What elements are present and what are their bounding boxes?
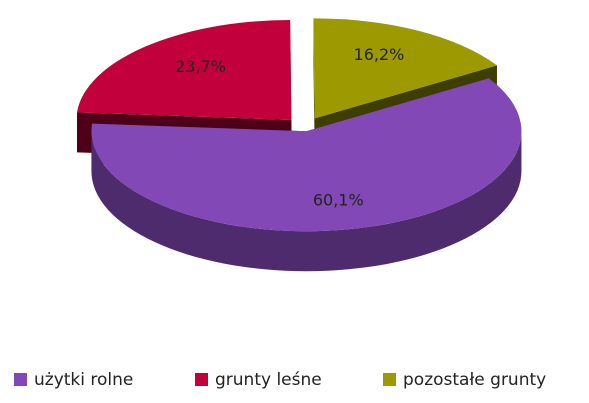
- legend-label: pozostałe grunty: [403, 370, 546, 390]
- data-label: 16,2%: [354, 45, 405, 64]
- data-label: 60,1%: [313, 191, 364, 210]
- pie-slice: [91, 78, 522, 272]
- slice-top: [313, 18, 497, 119]
- legend-swatch: [383, 373, 396, 386]
- legend-swatch: [14, 373, 27, 386]
- data-label: 23,7%: [175, 57, 226, 76]
- legend-label: grunty leśne: [215, 370, 322, 390]
- slice-top: [76, 19, 292, 120]
- legend-label: użytki rolne: [34, 370, 133, 390]
- legend-swatch: [195, 373, 208, 386]
- slice-side: [91, 131, 522, 272]
- slice-wall: [313, 18, 315, 159]
- slice-top: [91, 78, 522, 232]
